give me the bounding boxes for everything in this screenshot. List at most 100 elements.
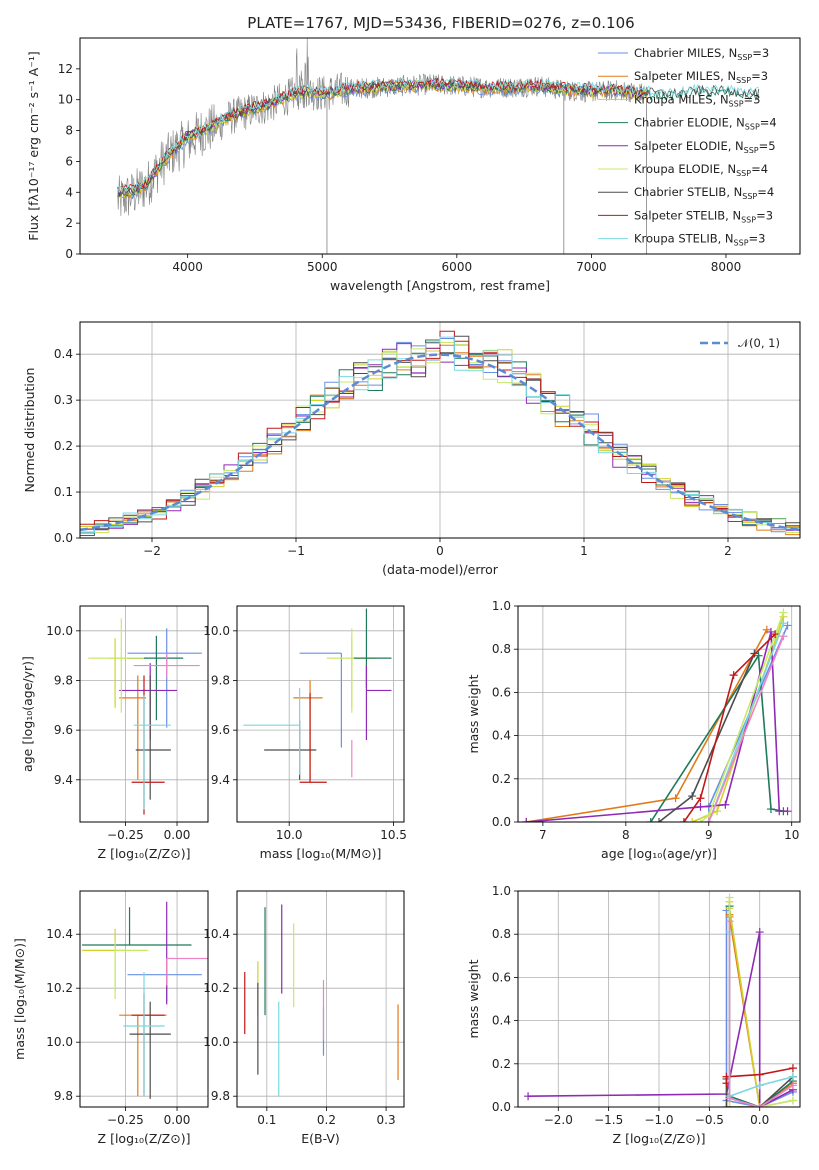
mass-weight-point	[679, 818, 688, 822]
mass-weight-point	[762, 625, 771, 634]
y-tick-label: 0.3	[54, 393, 73, 407]
model-spectrum-line	[117, 77, 759, 194]
x-tick-label: 9	[705, 828, 713, 842]
observed-spectrum-line	[117, 38, 649, 216]
x-tick-label: 8000	[711, 260, 742, 274]
axes-frame	[517, 605, 801, 823]
mass-weight-point	[783, 621, 792, 630]
y-tick-label: 0.4	[492, 1014, 511, 1028]
y-axis-label: age [log₁₀(age/yr)]	[20, 656, 35, 772]
mass-weight-point	[779, 619, 788, 628]
spectrum-panel: 4000 5000 6000 7000 8000 0 2 4 6 8 10 12 wavelength …	[26, 37, 801, 293]
y-tick-label: 2	[65, 216, 73, 230]
y-tick-label: 0.8	[492, 642, 511, 656]
legend-label: Kroupa STELIB, NSSP=3	[634, 232, 765, 248]
x-tick-label: −1.5	[594, 1113, 623, 1127]
mass-weight-line	[683, 633, 776, 822]
mass-weight-point	[771, 630, 780, 639]
mass-weight-point	[696, 818, 705, 822]
mass-weight-point	[788, 1081, 797, 1090]
axes-frame	[236, 605, 405, 823]
mass-weight-point	[524, 1092, 533, 1101]
y-tick-label: 0.0	[54, 531, 73, 545]
mass-weight-line	[728, 932, 794, 1098]
y-tick-label: 10	[58, 93, 73, 107]
axes-frame	[236, 890, 405, 1108]
y-tick-label: 8	[65, 124, 73, 138]
y-tick-label: 1.0	[492, 599, 511, 613]
residual-histogram-line	[80, 330, 800, 531]
legend-label: 𝒩(0, 1)	[738, 336, 780, 350]
mass-weight-point	[722, 1103, 731, 1107]
x-tick-label: 0.00	[164, 828, 191, 842]
mass-weight-point	[783, 807, 792, 816]
x-tick-label: 7	[539, 828, 547, 842]
y-tick-label: 10.4	[46, 927, 73, 941]
x-tick-label: 4000	[172, 260, 203, 274]
mass-weight-point	[696, 794, 705, 803]
mass-weight-point	[755, 1103, 764, 1107]
x-axis-label: wavelength [Angstrom, rest frame]	[330, 278, 550, 293]
axes-frame	[517, 890, 801, 1108]
mass-weight-line	[528, 931, 794, 1107]
x-tick-label: 8	[622, 828, 630, 842]
mass-weight-point	[788, 1072, 797, 1081]
axes-frame	[79, 321, 801, 539]
y-tick-label: 10.0	[46, 1035, 73, 1049]
x-tick-label: −0.25	[107, 1113, 144, 1127]
mass-weight-point	[755, 1081, 764, 1090]
y-axis-label: Normed distribution	[22, 368, 37, 493]
x-axis-label: mass [log₁₀(M/M⊙)]	[260, 846, 382, 861]
x-tick-label: 2	[724, 544, 732, 558]
mass-weight-point	[721, 800, 730, 809]
y-tick-label: 0.0	[492, 1100, 511, 1114]
y-tick-label: 0	[65, 247, 73, 261]
age-vs-mass-panel: 10.0 10.5 9.4 9.6 9.8 10.0 mass [log₁₀(M/M⊙)]	[203, 605, 407, 861]
y-tick-label: 10.4	[203, 927, 230, 941]
x-axis-label: Z [log₁₀(Z/Z⊙)]	[98, 846, 191, 861]
x-tick-label: −1.0	[644, 1113, 673, 1127]
y-tick-label: 0.1	[54, 485, 73, 499]
y-tick-label: 9.8	[54, 1089, 73, 1103]
mass-weight-vs-metallicity-panel: −2.0 −1.5 −1.0 −0.5 0.0 0.0 0.2 0.4 0.6 0.8 1.0 Z […	[466, 884, 801, 1146]
model-spectrum-line	[117, 81, 648, 200]
y-axis-label: mass weight	[466, 959, 481, 1038]
mass-weight-point	[522, 818, 531, 822]
x-axis-label: Z [log₁₀(Z/Z⊙)]	[613, 1131, 706, 1146]
mass-weight-point	[688, 818, 697, 822]
mass-weight-point	[688, 792, 697, 801]
mass-weight-point	[755, 1070, 764, 1079]
y-tick-label: 0.6	[492, 970, 511, 984]
mass-weight-point	[696, 802, 705, 811]
legend-label: Chabrier ELODIE, NSSP=4	[634, 116, 777, 132]
x-tick-label: 0.00	[164, 1113, 191, 1127]
y-tick-label: 9.8	[211, 673, 230, 687]
mass-weight-point	[788, 1096, 797, 1105]
mass-weight-point	[754, 651, 763, 660]
y-tick-label: 4	[65, 185, 73, 199]
mass-weight-line	[728, 914, 794, 1107]
mass-weight-point	[766, 805, 775, 814]
y-tick-label: 0.2	[492, 772, 511, 786]
mass-vs-ebv-panel: 0.1 0.2 0.3 9.8 10.0 10.2 10.4 E(B-V)	[203, 890, 405, 1146]
legend-label: Chabrier STELIB, NSSP=4	[634, 185, 774, 201]
residuals-panel: −2 −1 0 1 2 0.0 0.1 0.2 0.3 0.4 (data-model)/error…	[22, 321, 801, 577]
x-tick-label: 0	[436, 544, 444, 558]
x-tick-label: −2.0	[544, 1113, 573, 1127]
y-tick-label: 9.4	[211, 773, 230, 787]
mass-weight-line	[708, 623, 785, 822]
x-tick-label: 6000	[442, 260, 473, 274]
y-tick-label: 9.4	[54, 773, 73, 787]
y-tick-label: 9.6	[54, 723, 73, 737]
y-tick-label: 6	[65, 154, 73, 168]
mass-weight-point	[713, 807, 722, 816]
x-axis-label: age [log₁₀(age/yr)]	[601, 846, 717, 861]
model-spectrum-line	[117, 77, 648, 192]
mass-vs-metallicity-panel: −0.25 0.00 9.8 10.0 10.2 10.4 Z [log₁₀(Z/Z⊙)] m…	[12, 890, 209, 1146]
legend-label: Chabrier MILES, NSSP=3	[634, 46, 769, 62]
legend-label: Salpeter ELODIE, NSSP=5	[634, 139, 776, 155]
x-tick-label: 7000	[576, 260, 607, 274]
mass-weight-line	[650, 653, 784, 822]
y-tick-label: 0.6	[492, 685, 511, 699]
